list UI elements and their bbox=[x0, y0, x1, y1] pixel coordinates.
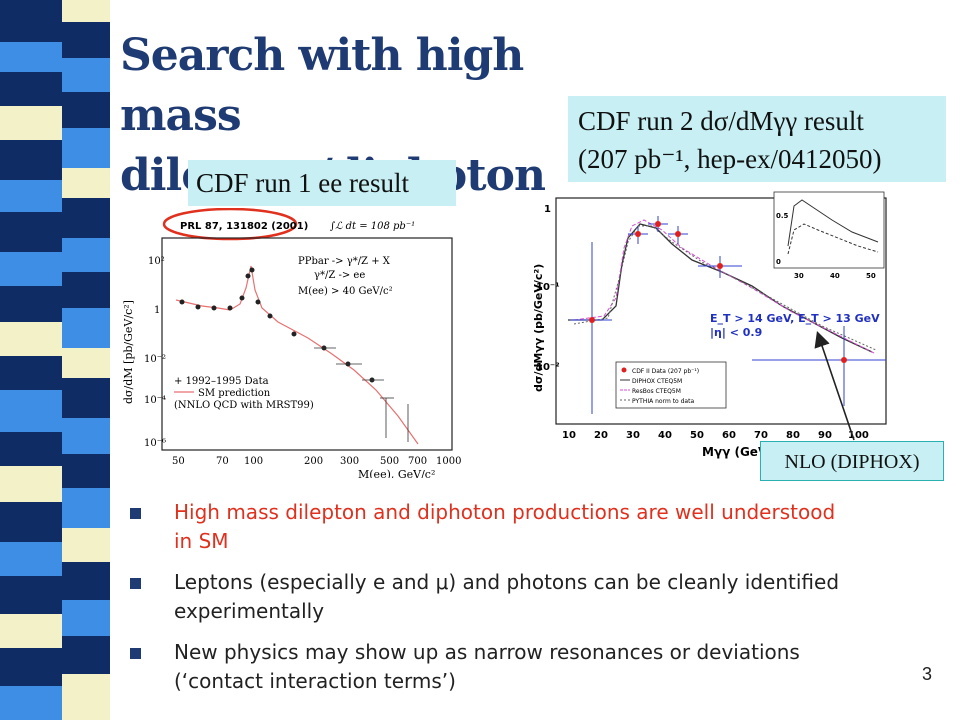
plot2-legend-1: DIPHOX CTEQ5M bbox=[632, 378, 682, 385]
nlo-arrow bbox=[814, 330, 855, 441]
plot1-ytick-3: 10⁻⁴ bbox=[144, 395, 166, 406]
plot1-process-1: PPbar -> γ*/Z + X bbox=[298, 256, 391, 267]
plot2-point bbox=[717, 263, 723, 269]
plot1-xtick-4: 300 bbox=[340, 456, 359, 467]
plot2-ytick-1: 10⁻¹ bbox=[536, 282, 560, 293]
plot2-point bbox=[675, 231, 681, 237]
plot1-point bbox=[245, 273, 251, 279]
plot2-xtick-6: 70 bbox=[754, 430, 768, 441]
bullet-text: High mass dilepton and diphoton producti… bbox=[174, 500, 836, 553]
run2-caption-line-2: (207 pb⁻¹, hep-ex/0412050) bbox=[578, 144, 882, 174]
inset-curve-solid bbox=[787, 199, 879, 247]
plot2-point bbox=[655, 221, 661, 227]
plot1-xtick-5: 500 bbox=[380, 456, 399, 467]
plot1-point bbox=[267, 313, 273, 319]
plot2-xtick-9: 100 bbox=[848, 430, 869, 441]
plot1-xtick-3: 200 bbox=[304, 456, 323, 467]
plot2-point bbox=[589, 317, 595, 323]
plot2-inset bbox=[773, 191, 885, 269]
slide-title: Search with high mass dilepton/diphoton bbox=[120, 26, 560, 206]
reference-highlight-ellipse bbox=[162, 208, 298, 241]
plot1-point bbox=[227, 305, 233, 311]
plot2-xtick-3: 40 bbox=[658, 430, 672, 441]
plot1-ytick-4: 10⁻⁶ bbox=[144, 438, 166, 449]
plot1-point bbox=[211, 305, 217, 311]
plot1-xtick-6: 700 bbox=[408, 456, 427, 467]
plot2-y-label: dσ/dMγγ (pb/GeV/c²) bbox=[532, 264, 545, 392]
bullet-text: Leptons (especially e and μ) and photons… bbox=[174, 570, 840, 623]
bullet-text: New physics may show up as narrow resona… bbox=[174, 640, 800, 693]
plot1-y-label: dσ/dM [pb/GeV/c²] bbox=[122, 300, 135, 404]
nlo-diphox-label: NLO (DIPHOX) bbox=[760, 441, 944, 481]
square-bullet-icon bbox=[130, 648, 141, 659]
plot1-xtick-0: 50 bbox=[172, 456, 185, 467]
plot2-ytick-0: 1 bbox=[544, 204, 551, 215]
plot1-xtick-2: 100 bbox=[244, 456, 263, 467]
plot1-ytick-1: 1 bbox=[154, 305, 160, 316]
plot1-xtick-7: 1000 bbox=[436, 456, 461, 467]
plot1-xtick-1: 70 bbox=[216, 456, 229, 467]
plot1-legend-sm: SM prediction bbox=[198, 388, 271, 399]
run1-caption: CDF run 1 ee result bbox=[188, 160, 456, 206]
plot2-frame bbox=[555, 197, 887, 425]
page-number: 3 bbox=[922, 664, 933, 684]
plot2-legend-data-swatch bbox=[621, 367, 627, 373]
plot2-xtick-1: 20 bbox=[594, 430, 608, 441]
inset-xtick-1: 40 bbox=[830, 272, 840, 280]
bullet-item: Leptons (especially e and μ) and photons… bbox=[130, 568, 850, 626]
plot1-ytick-0: 10² bbox=[148, 256, 165, 267]
inset-ytick-1: 0 bbox=[776, 258, 781, 266]
plot1-data-points bbox=[179, 267, 375, 383]
inset-ytick-0: 0.5 bbox=[776, 212, 789, 220]
inset-curve-dashed bbox=[787, 223, 879, 255]
plot1-luminosity: ∫ℒ dt = 108 pb⁻¹ bbox=[330, 221, 415, 232]
run2-diphoton-plot: dσ/dMγγ (pb/GeV/c²) 1 10⁻¹ 10⁻² 10 20 30… bbox=[532, 191, 887, 459]
plot1-point bbox=[179, 299, 185, 305]
plot1-error-bars bbox=[314, 347, 409, 442]
plot1-frame bbox=[161, 237, 453, 451]
bullet-item: High mass dilepton and diphoton producti… bbox=[130, 498, 850, 556]
plot2-legend-2: ResBos CTEQ5M bbox=[632, 388, 681, 395]
plot1-point bbox=[195, 304, 201, 310]
inset-xtick-2: 50 bbox=[866, 272, 876, 280]
plot2-legend-box bbox=[615, 361, 727, 409]
inset-xtick-0: 30 bbox=[794, 272, 804, 280]
plot2-resbos-curve bbox=[573, 219, 877, 355]
plot2-xtick-7: 80 bbox=[786, 430, 800, 441]
plot2-point bbox=[635, 231, 641, 237]
plot2-point bbox=[841, 357, 847, 363]
plot1-legend-sm-detail: (NNLO QCD with MRST99) bbox=[174, 400, 314, 411]
plot2-pythia-curve bbox=[573, 225, 877, 351]
run1-ee-plot: PRL 87, 131802 (2001) ∫ℒ dt = 108 pb⁻¹ d… bbox=[122, 208, 461, 478]
plot2-ytick-2: 10⁻² bbox=[536, 362, 560, 373]
plot1-ytick-2: 10⁻² bbox=[144, 354, 166, 365]
bullet-item: New physics may show up as narrow resona… bbox=[130, 638, 850, 696]
plot1-legend-data: + 1992–1995 Data bbox=[174, 376, 269, 387]
plot2-cut-1: E_T > 14 GeV, E_T > 13 GeV bbox=[710, 312, 880, 325]
plot1-reference: PRL 87, 131802 (2001) bbox=[180, 221, 308, 232]
title-line-1: Search with high mass bbox=[120, 30, 524, 141]
plot1-process-2: γ*/Z -> ee bbox=[314, 270, 365, 281]
plot1-point bbox=[239, 295, 245, 301]
plot1-point bbox=[249, 267, 255, 273]
plot2-xtick-5: 60 bbox=[722, 430, 736, 441]
plot1-x-label: M(ee), GeV/c² bbox=[358, 468, 435, 478]
plot2-xtick-8: 90 bbox=[818, 430, 832, 441]
run2-caption: CDF run 2 dσ/dMγγ result (207 pb⁻¹, hep-… bbox=[568, 96, 946, 182]
plot2-cut-2: |η| < 0.9 bbox=[710, 326, 762, 339]
square-bullet-icon bbox=[130, 508, 141, 519]
plot1-cut: M(ee) > 40 GeV/c² bbox=[298, 286, 393, 297]
plot1-point bbox=[291, 331, 297, 337]
bullet-list: High mass dilepton and diphoton producti… bbox=[130, 498, 850, 708]
decorative-stripe-bar bbox=[0, 0, 110, 720]
run2-caption-line-1: CDF run 2 dσ/dMγγ result bbox=[578, 106, 864, 136]
plot2-xtick-0: 10 bbox=[562, 430, 576, 441]
plot2-data-points bbox=[589, 221, 847, 363]
plot1-point bbox=[255, 299, 261, 305]
plot2-xtick-2: 30 bbox=[626, 430, 640, 441]
plot2-legend-0: CDF II Data (207 pb⁻¹) bbox=[632, 368, 699, 375]
plot2-legend-3: PYTHIA norm to data bbox=[632, 398, 694, 405]
square-bullet-icon bbox=[130, 578, 141, 589]
plot2-xtick-4: 50 bbox=[690, 430, 704, 441]
